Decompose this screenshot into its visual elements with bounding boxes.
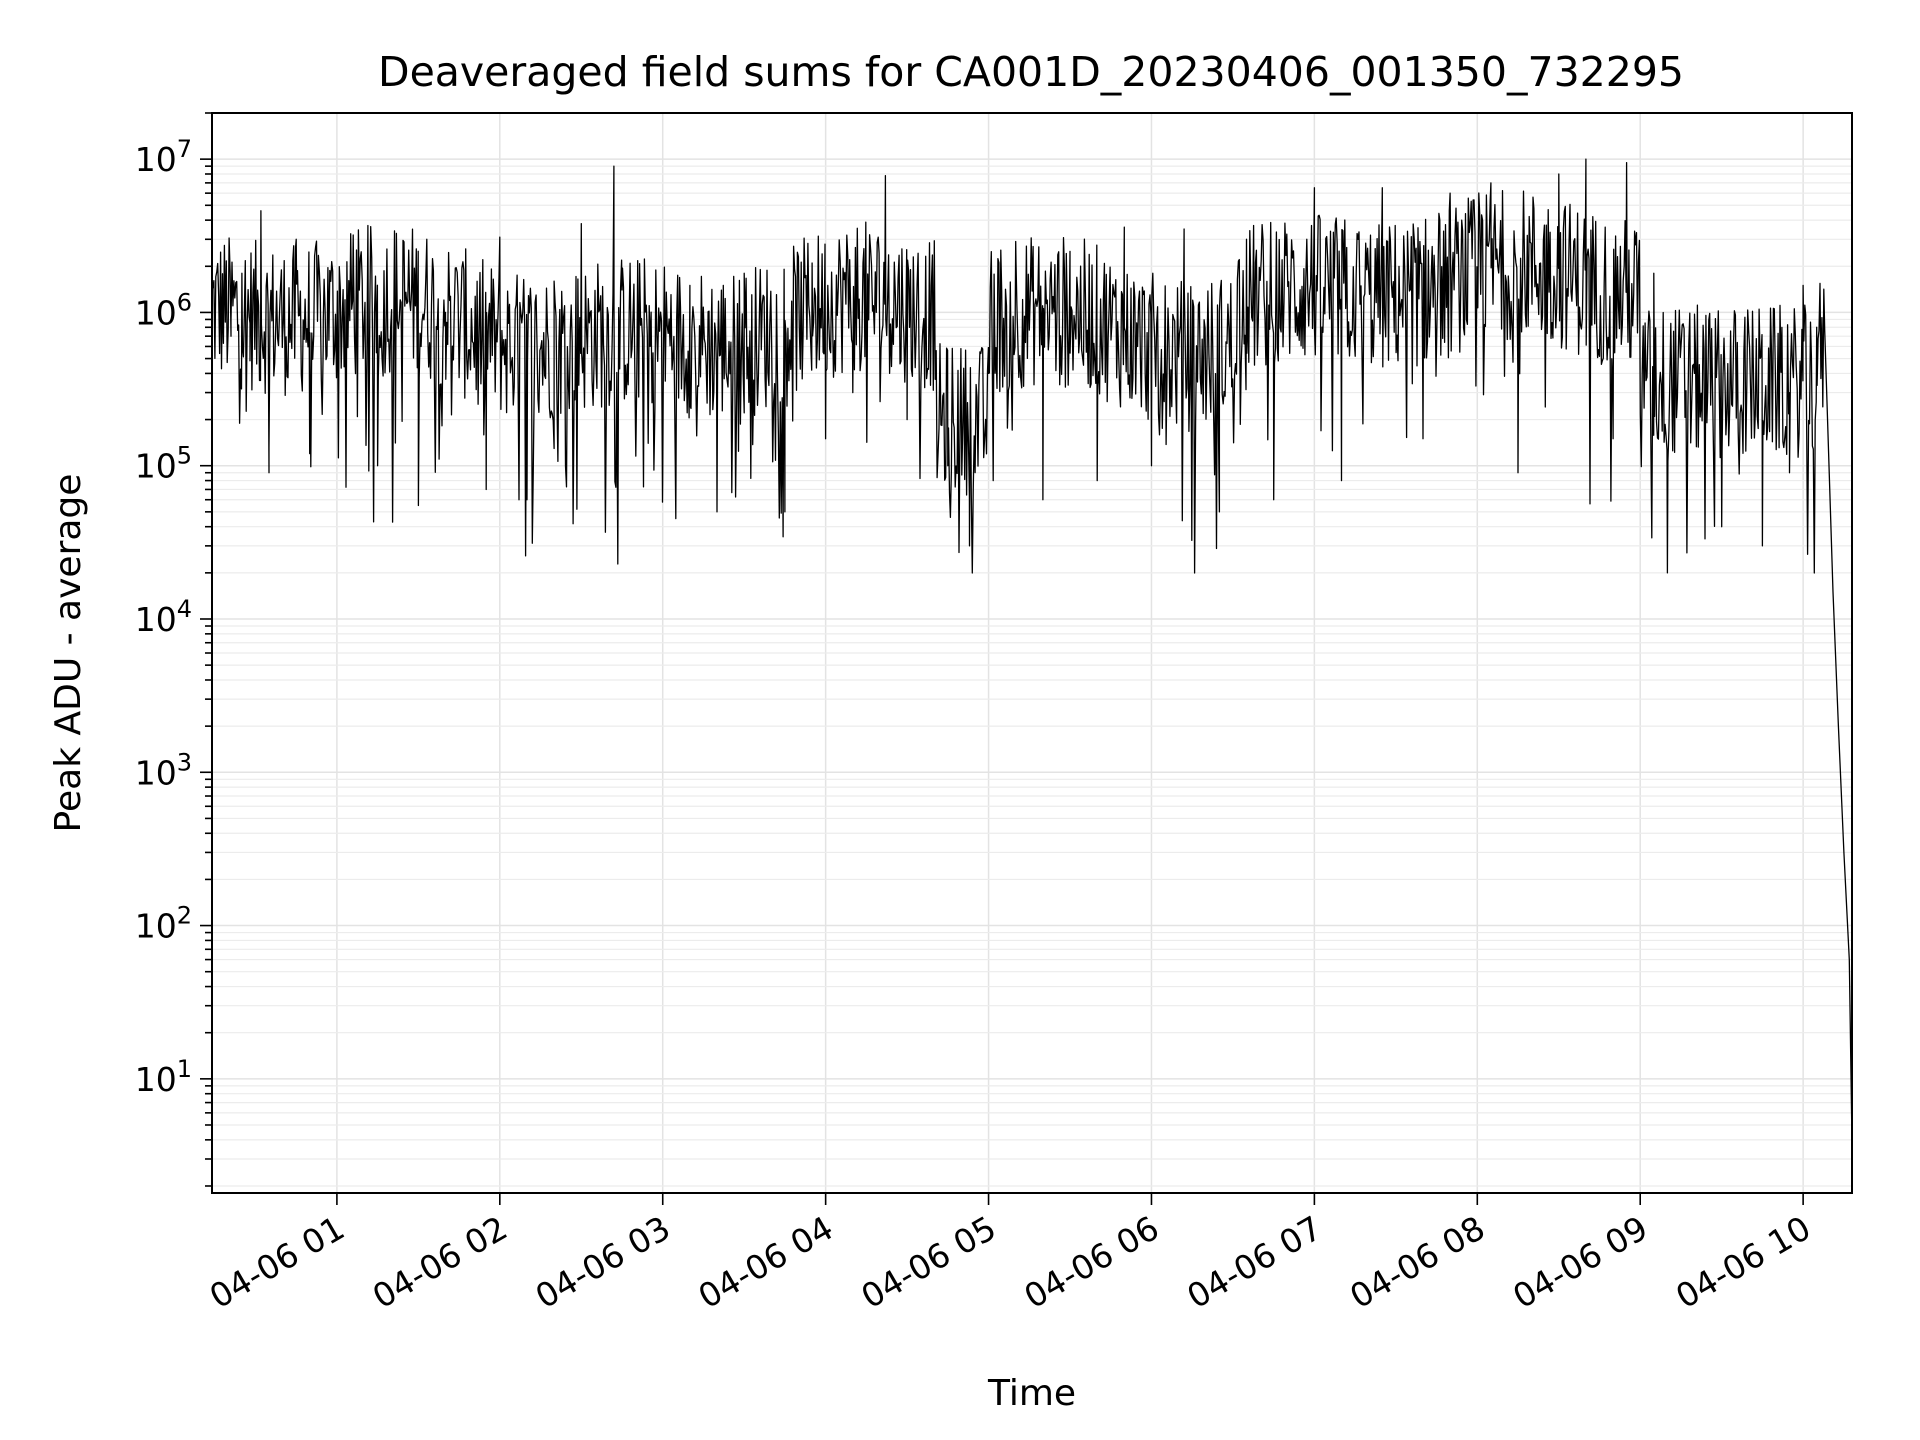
series-line xyxy=(211,158,1853,1144)
y-tick-label: 102 xyxy=(135,902,192,946)
plot-frame xyxy=(211,112,1853,1194)
x-tick-label: 04-06 08 xyxy=(1343,1208,1491,1316)
x-tick-label: 04-06 06 xyxy=(1017,1208,1165,1316)
x-tick-label: 04-06 02 xyxy=(366,1208,514,1316)
y-tick-label: 104 xyxy=(135,595,192,639)
x-tick-label: 04-06 04 xyxy=(692,1208,840,1316)
x-tick-label: 04-06 01 xyxy=(203,1208,351,1316)
x-tick-label: 04-06 10 xyxy=(1669,1208,1817,1316)
x-axis: 04-06 01 04-06 02 04-06 03 04-06 04 04-06 05… xyxy=(203,1193,1817,1316)
chart-title: Deaveraged field sums for CA001D_2023040… xyxy=(378,48,1684,96)
data-series xyxy=(211,158,1853,1144)
x-tick-label: 04-06 09 xyxy=(1506,1208,1654,1316)
x-tick-label: 04-06 05 xyxy=(855,1208,1003,1316)
y-tick-label: 101 xyxy=(135,1055,192,1099)
y-tick-label: 105 xyxy=(135,442,192,486)
y-axis-label: Peak ADU - average xyxy=(48,474,89,833)
x-tick-label: 04-06 03 xyxy=(529,1208,677,1316)
x-axis-label: Time xyxy=(987,1373,1076,1414)
y-tick-label: 103 xyxy=(135,748,192,792)
x-tick-label: 04-06 07 xyxy=(1180,1208,1328,1316)
y-axis: 101 102 103 104 105 106 107 xyxy=(135,112,212,1187)
y-tick-label: 106 xyxy=(135,288,192,332)
y-tick-label: 107 xyxy=(135,135,192,179)
